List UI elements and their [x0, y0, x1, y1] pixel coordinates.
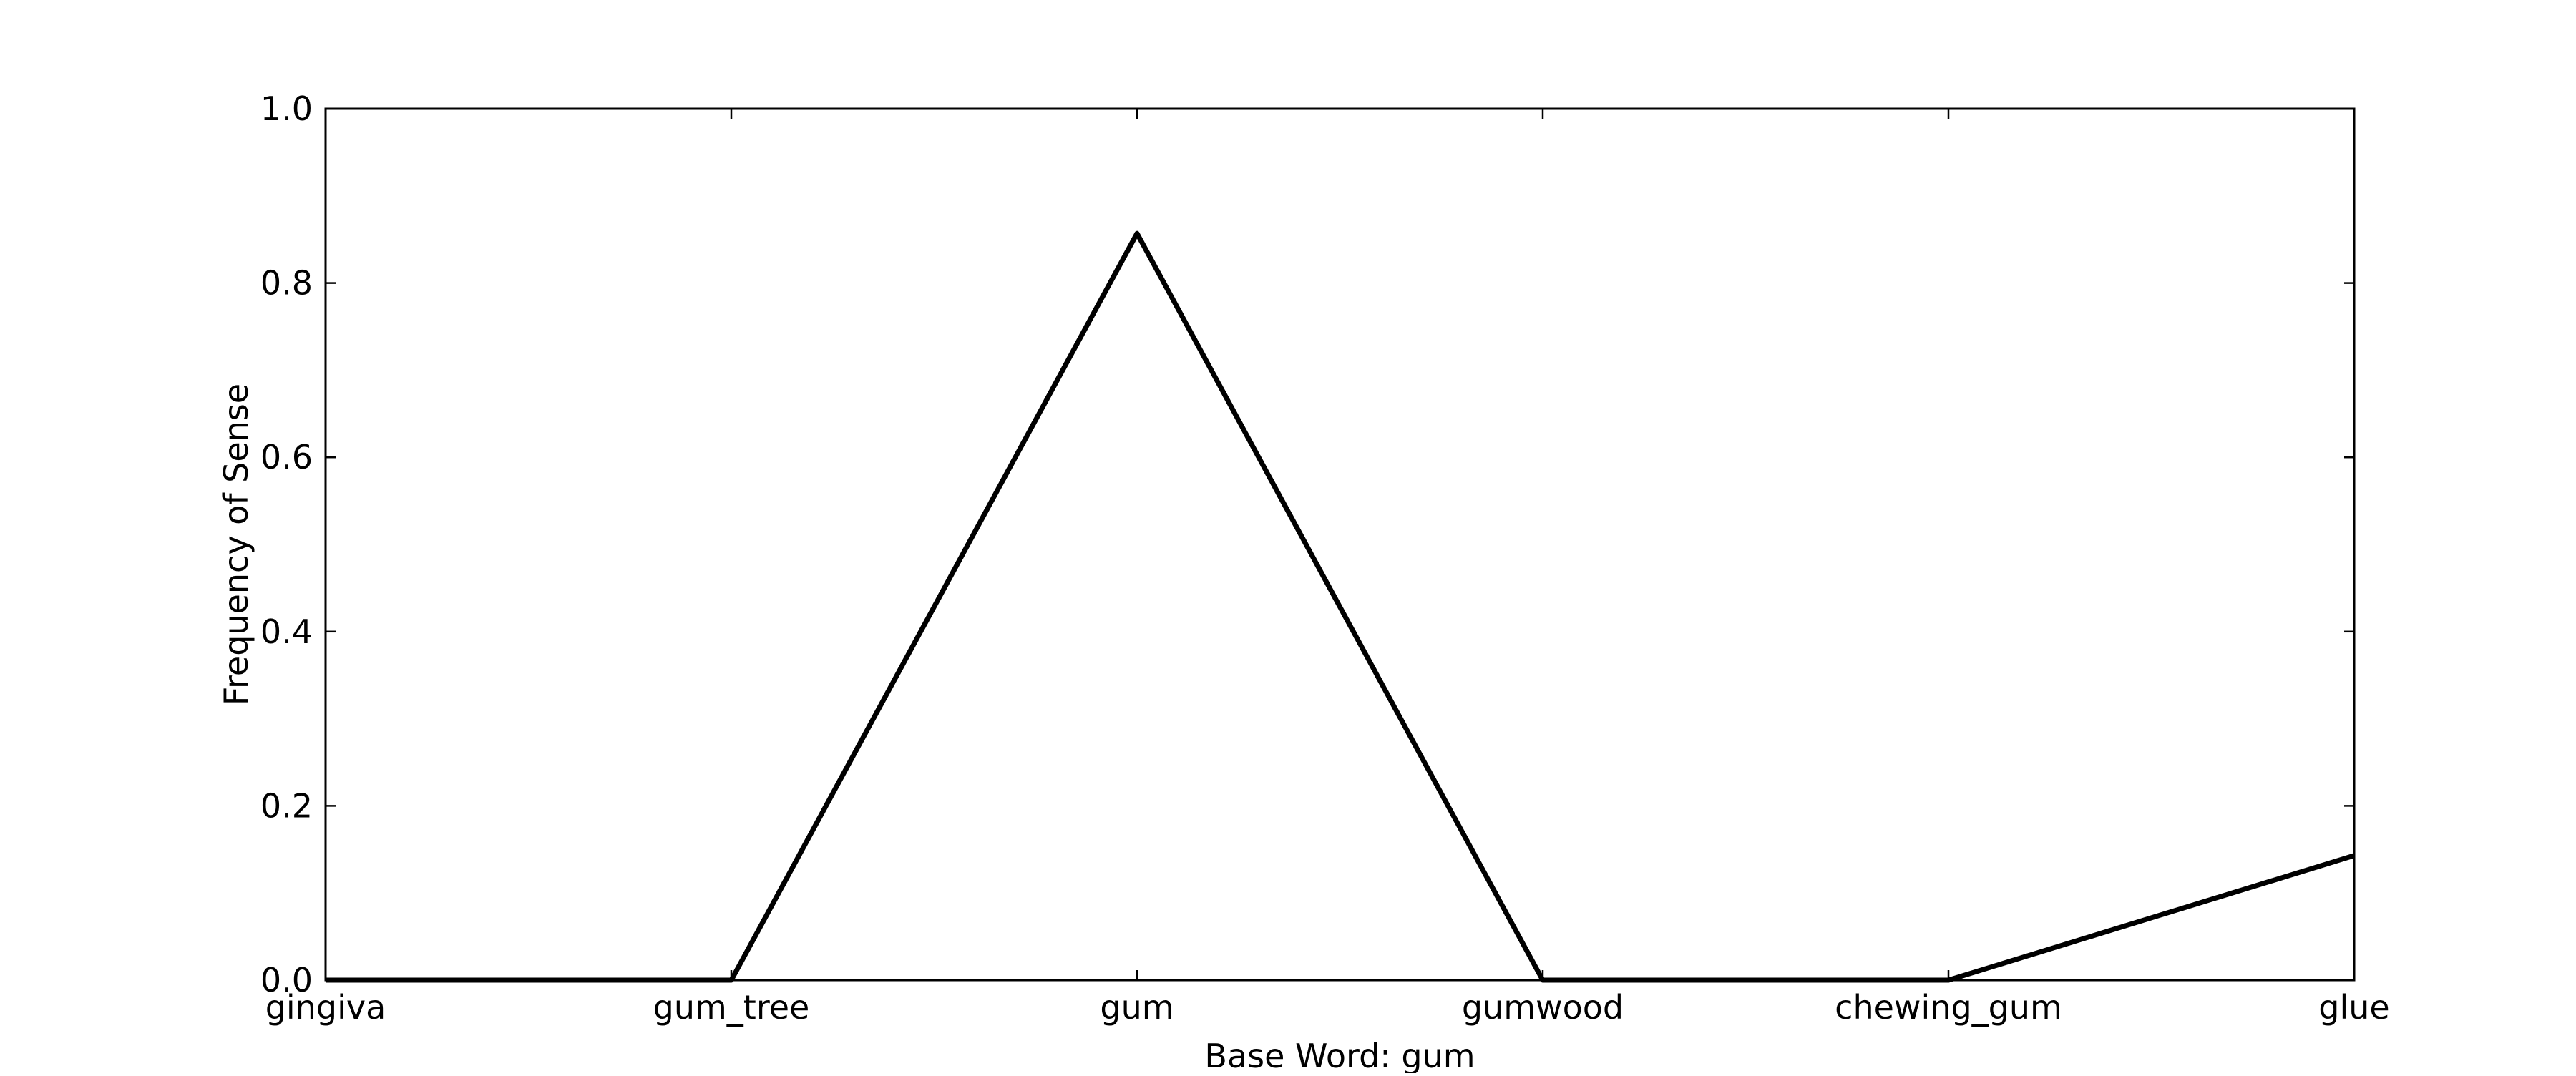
x-tick-label-glue: glue — [2318, 988, 2389, 1027]
series-line-0 — [326, 230, 2356, 983]
plot-frame — [324, 107, 2356, 982]
y-tick-label: 0.8 — [260, 264, 313, 303]
plot-content — [326, 230, 2356, 983]
y-axis-label: Frequency of Sense — [217, 383, 255, 705]
y-tick-label: 0.4 — [260, 612, 313, 651]
x-tick-label-chewing_gum: chewing_gum — [1835, 988, 2062, 1027]
y-tick-label: 1.0 — [260, 89, 313, 128]
y-tick-label: 0.2 — [260, 786, 313, 825]
ticks-layer: 0.0 0.2 0.4 0.6 0.8 1.0 gingiva gum_tree gum gumw… — [260, 89, 2390, 1027]
x-tick-label-gum: gum — [1100, 988, 1174, 1027]
x-tick-label-gumwood: gumwood — [1462, 988, 1624, 1027]
y-tick-label: 0.0 — [260, 961, 313, 999]
x-tick-label-gum_tree: gum_tree — [653, 988, 810, 1027]
y-tick-label: 0.6 — [260, 438, 313, 476]
x-tick-label-gingiva: gingiva — [265, 988, 386, 1027]
x-axis-label: Base Word: gum — [1204, 1037, 1475, 1073]
